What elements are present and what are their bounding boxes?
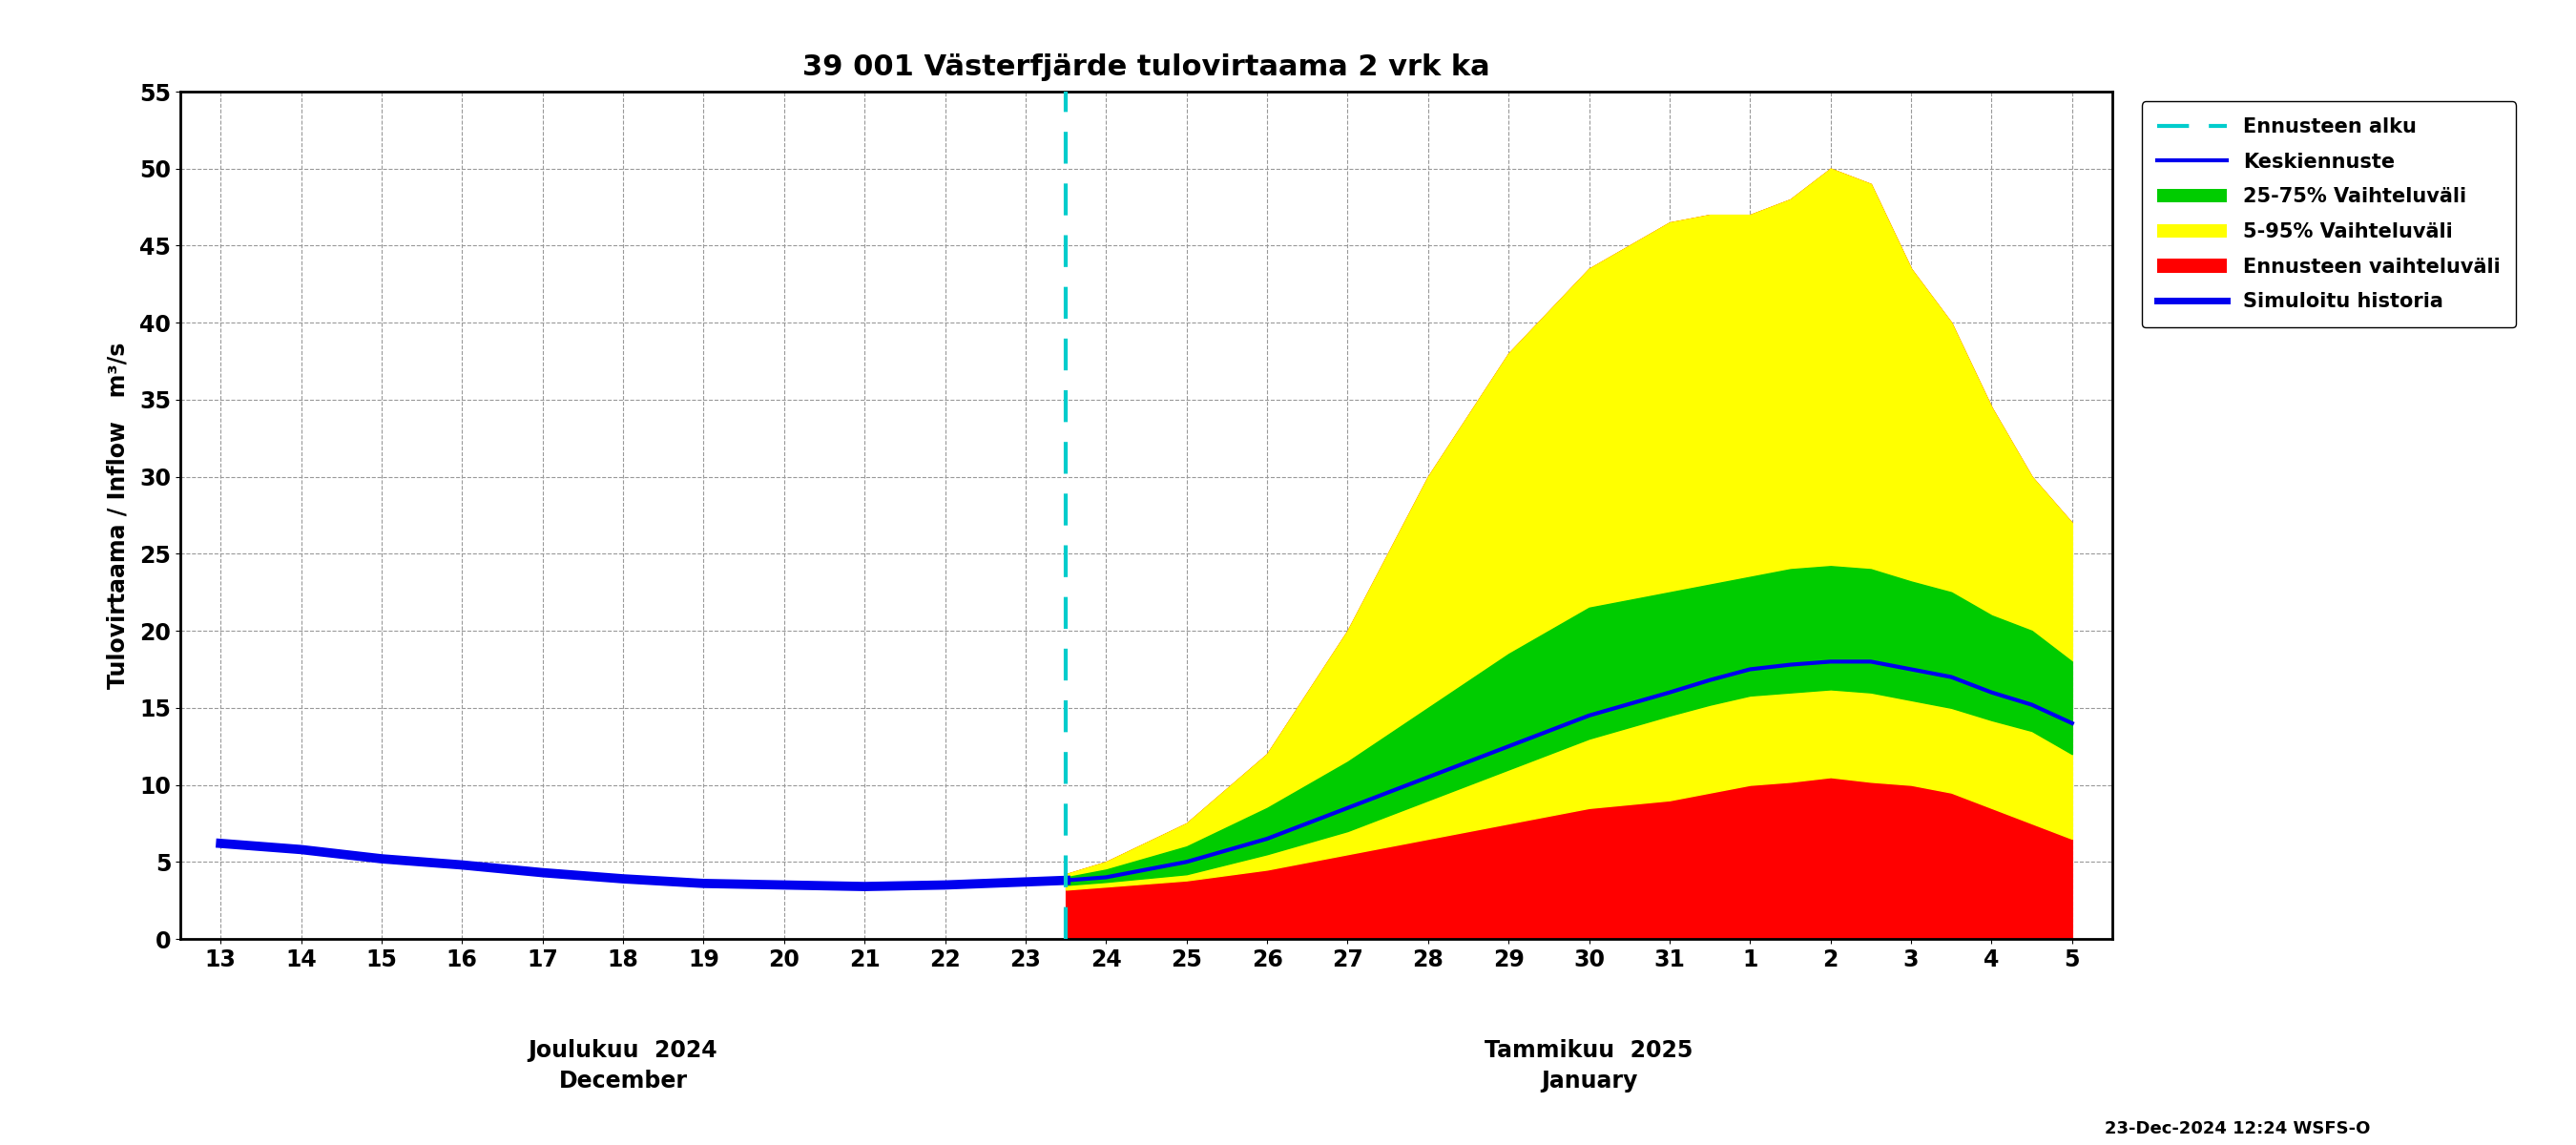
Y-axis label: Tulovirtaama / Inflow   m³/s: Tulovirtaama / Inflow m³/s [106,342,129,688]
Text: December: December [559,1069,688,1092]
Legend: Ennusteen alku, Keskiennuste, 25-75% Vaihteluväli, 5-95% Vaihteluväli, Ennusteen: Ennusteen alku, Keskiennuste, 25-75% Vai… [2141,102,2517,327]
Text: 23-Dec-2024 12:24 WSFS-O: 23-Dec-2024 12:24 WSFS-O [2105,1120,2370,1137]
Text: Tammikuu  2025: Tammikuu 2025 [1484,1039,1692,1061]
Title: 39 001 Västerfjärde tulovirtaama 2 vrk ka: 39 001 Västerfjärde tulovirtaama 2 vrk k… [804,54,1489,81]
Text: Joulukuu  2024: Joulukuu 2024 [528,1039,719,1061]
Text: January: January [1540,1069,1638,1092]
